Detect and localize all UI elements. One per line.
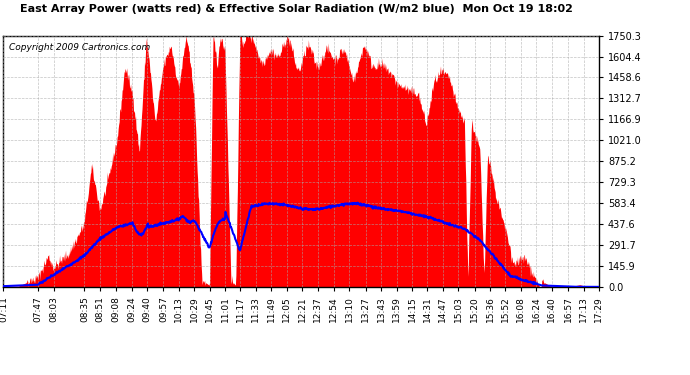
- Text: Copyright 2009 Cartronics.com: Copyright 2009 Cartronics.com: [10, 43, 150, 52]
- Text: East Array Power (watts red) & Effective Solar Radiation (W/m2 blue)  Mon Oct 19: East Array Power (watts red) & Effective…: [20, 4, 573, 14]
